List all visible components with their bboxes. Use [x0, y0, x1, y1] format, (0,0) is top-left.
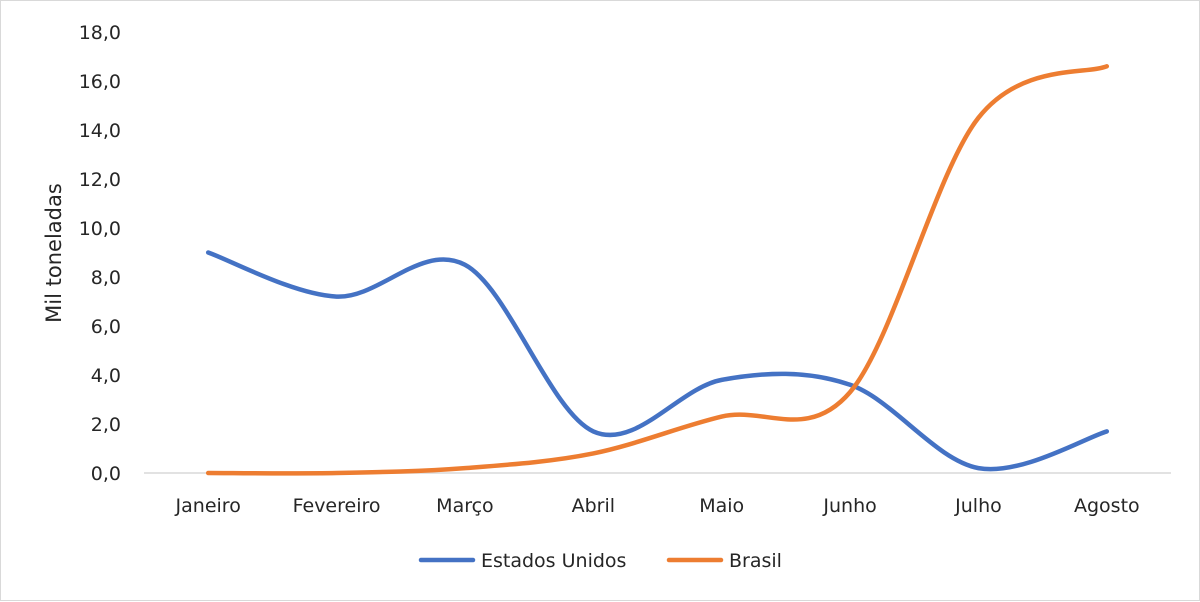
series-line-0 — [205, 250, 1110, 472]
y-tick-label: 16,0 — [79, 71, 121, 93]
y-tick-label: 12,0 — [79, 169, 121, 191]
y-tick-label: 4,0 — [91, 365, 121, 387]
y-tick-label: 0,0 — [91, 463, 121, 485]
y-tick-label: 2,0 — [91, 414, 121, 436]
y-tick-label: 18,0 — [79, 22, 121, 44]
legend: Estados Unidos Brasil — [418, 550, 782, 572]
x-tick-label: Fevereiro — [293, 495, 381, 517]
y-tick-label: 14,0 — [79, 120, 121, 142]
y-axis-ticks: 0,0 2,0 4,0 6,0 8,0 10,0 12,0 14,0 16,0 18,0 — [79, 22, 121, 485]
x-tick-label: Agosto — [1074, 495, 1140, 517]
x-tick-label: Julho — [954, 495, 1002, 517]
y-tick-label: 8,0 — [91, 267, 121, 289]
legend-label: Estados Unidos — [481, 550, 626, 572]
x-axis-ticks: Janeiro Fevereiro Março Abril Maio Junho Julho… — [175, 495, 1140, 517]
legend-label: Brasil — [729, 550, 782, 572]
y-tick-label: 10,0 — [79, 218, 121, 240]
x-tick-label: Junho — [822, 495, 876, 517]
x-tick-label: Abril — [572, 495, 615, 517]
y-tick-label: 6,0 — [91, 316, 121, 338]
x-tick-label: Maio — [699, 495, 744, 517]
series-lines — [205, 64, 1110, 476]
y-axis-label: Mil toneladas — [42, 183, 66, 323]
series-line-1 — [205, 64, 1110, 476]
x-tick-label: Janeiro — [175, 495, 241, 517]
x-tick-label: Março — [436, 495, 494, 517]
